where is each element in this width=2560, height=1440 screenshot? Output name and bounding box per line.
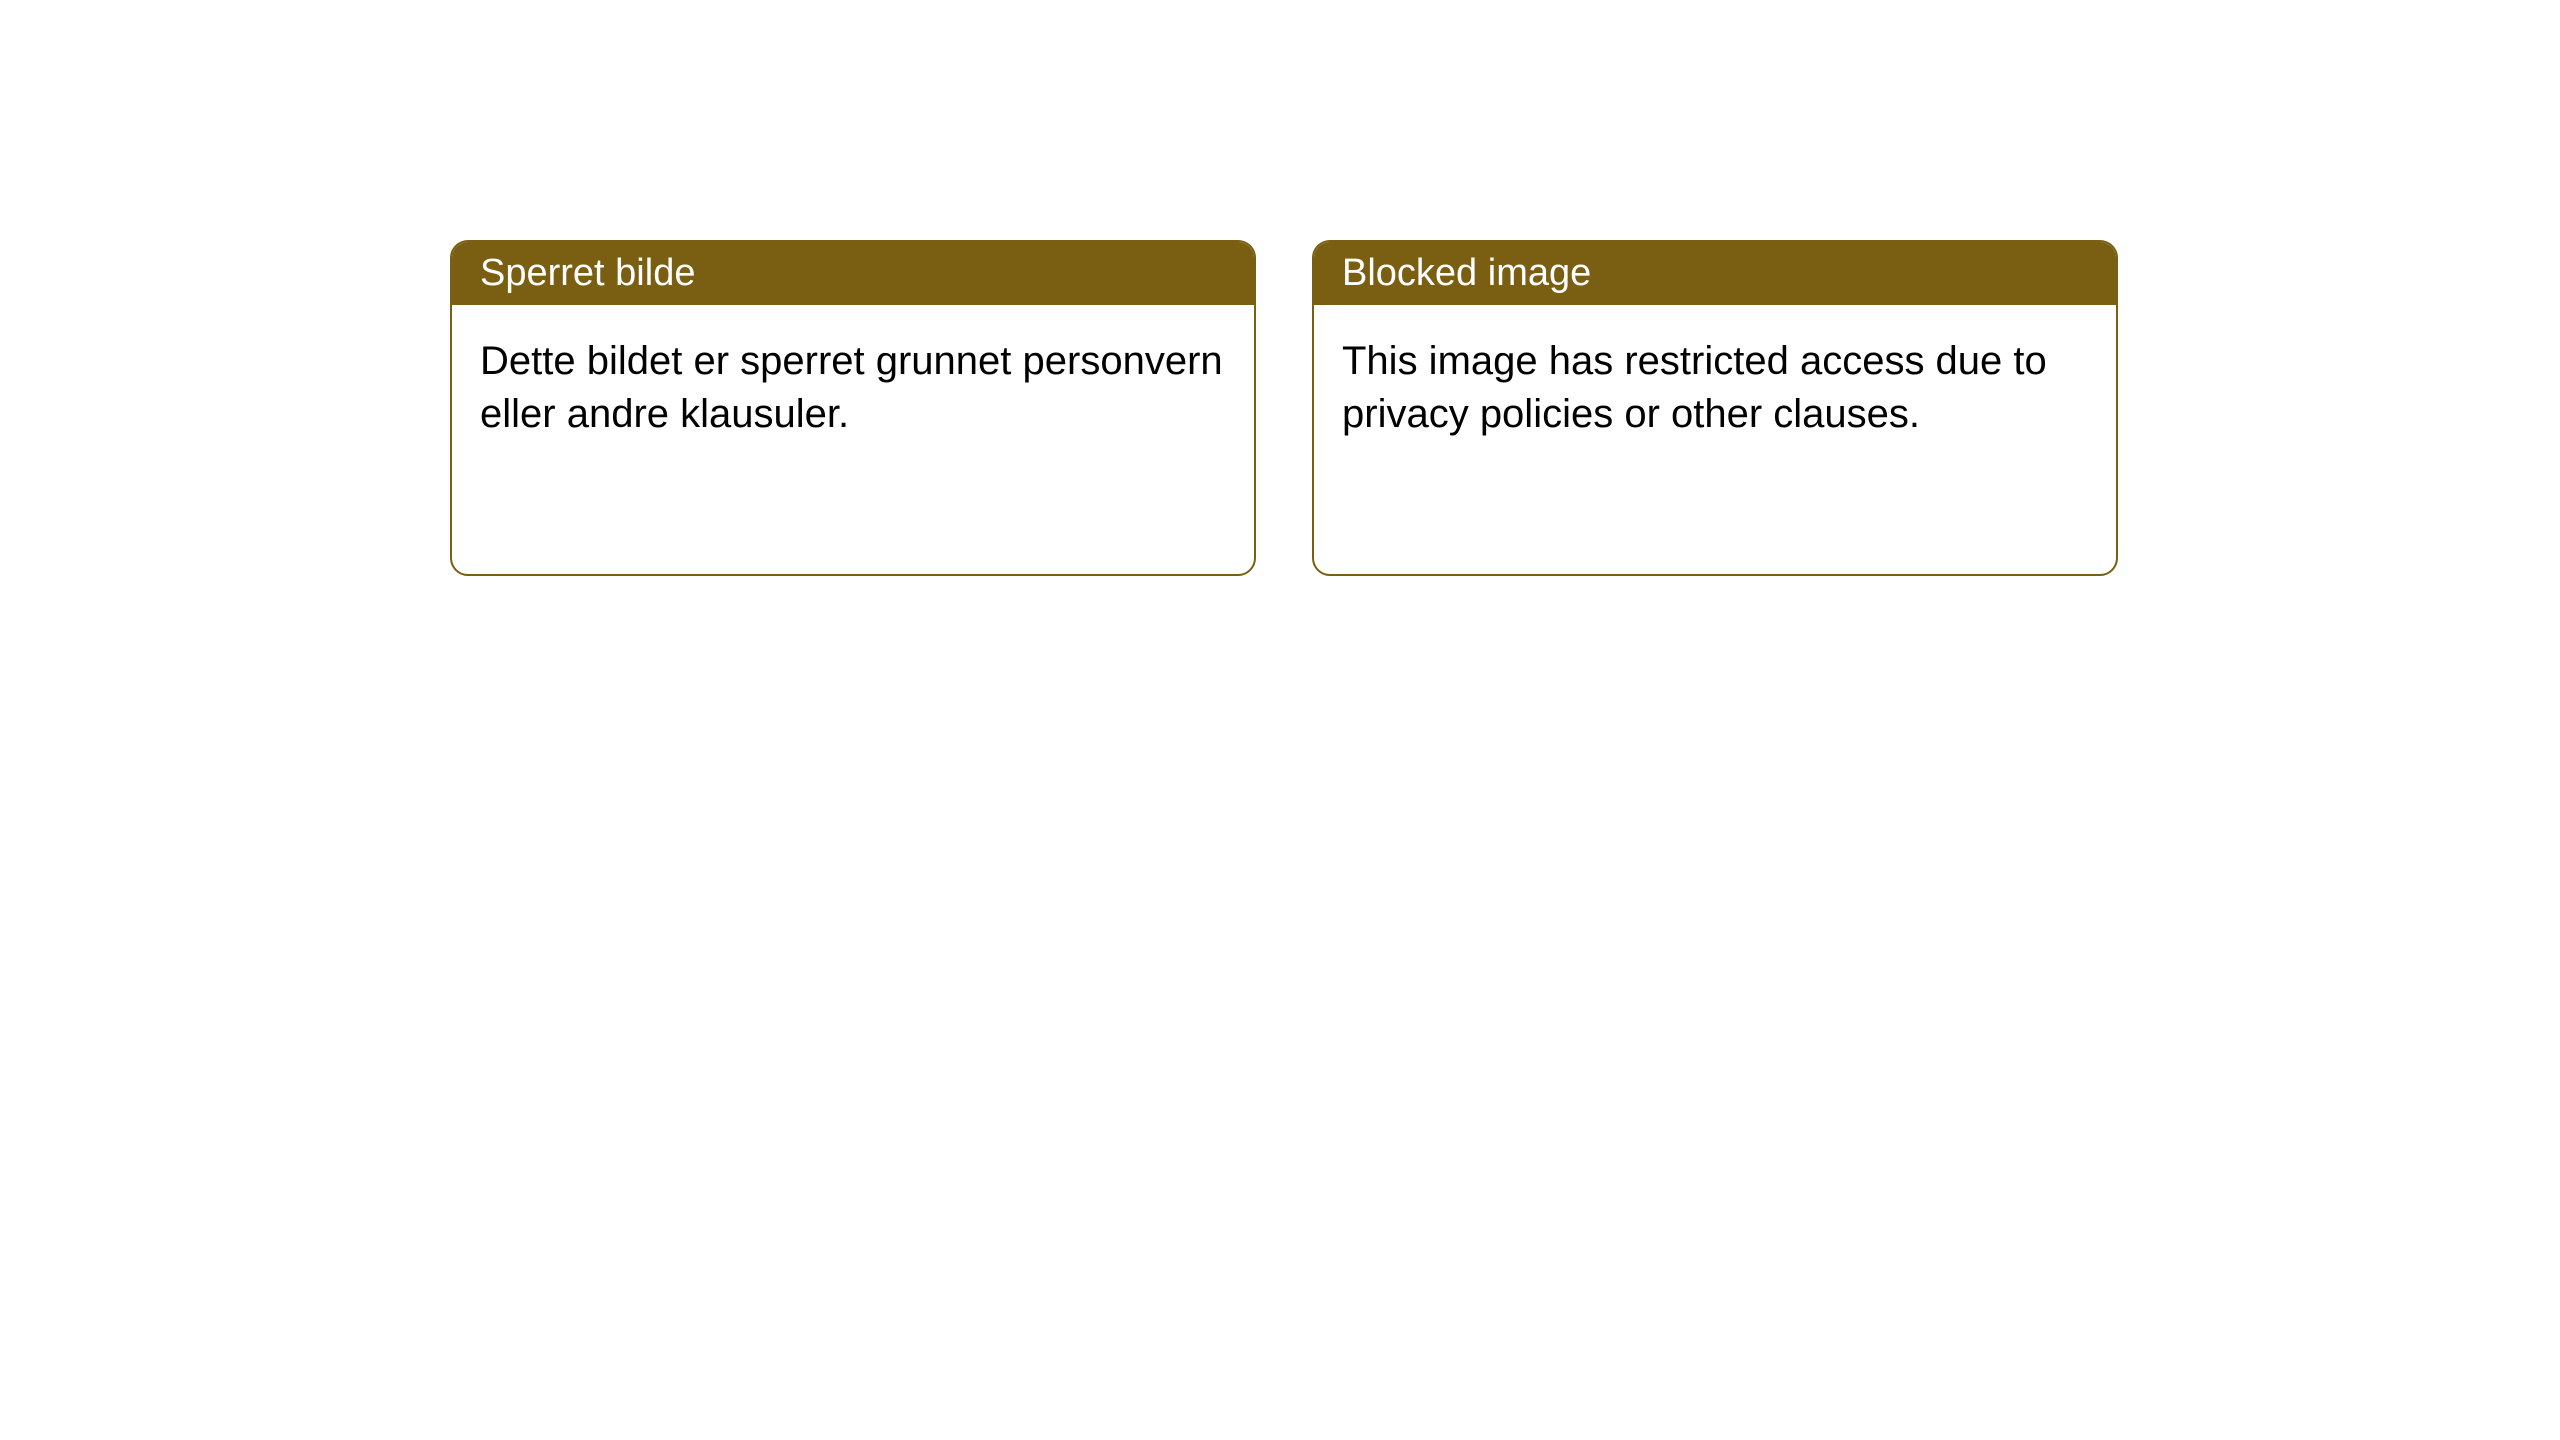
notice-body-norwegian: Dette bildet er sperret grunnet personve… — [452, 305, 1254, 471]
notice-cards-container: Sperret bilde Dette bildet er sperret gr… — [450, 240, 2118, 576]
notice-title-english: Blocked image — [1342, 252, 1591, 294]
notice-header-norwegian: Sperret bilde — [452, 242, 1254, 305]
notice-card-norwegian: Sperret bilde Dette bildet er sperret gr… — [450, 240, 1256, 576]
notice-body-english: This image has restricted access due to … — [1314, 305, 2116, 471]
notice-title-norwegian: Sperret bilde — [480, 252, 695, 294]
notice-header-english: Blocked image — [1314, 242, 2116, 305]
notice-text-english: This image has restricted access due to … — [1342, 339, 2047, 436]
notice-text-norwegian: Dette bildet er sperret grunnet personve… — [480, 339, 1223, 436]
notice-card-english: Blocked image This image has restricted … — [1312, 240, 2118, 576]
